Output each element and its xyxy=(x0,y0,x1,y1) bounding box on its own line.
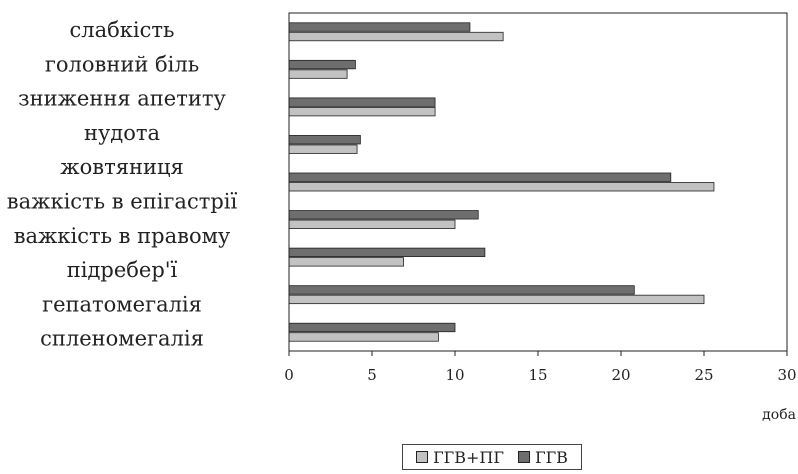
legend-swatch-series-1 xyxy=(416,451,429,463)
x-tick-label-7: 30 xyxy=(777,366,796,384)
x-tick-label-1: 0 xyxy=(284,366,294,384)
bar-ggv-pg-9 xyxy=(288,332,439,342)
bar-ggv-8 xyxy=(288,285,635,295)
bar-ggv-pg-3 xyxy=(288,106,436,117)
bar-ggv-4 xyxy=(288,135,361,145)
category-label-5: жовтяниця xyxy=(60,155,183,179)
bar-ggv-6 xyxy=(288,210,479,220)
bar-ggv-7 xyxy=(288,247,486,258)
bar-ggv-pg-8 xyxy=(288,294,705,305)
category-label-8: гепатомегалія xyxy=(42,292,202,316)
bar-ggv-pg-5 xyxy=(288,182,715,192)
legend-label-series-2: ГГВ xyxy=(534,447,568,467)
legend-swatch-series-2 xyxy=(517,451,530,463)
x-tick-label-6: 25 xyxy=(694,366,713,384)
bar-ggv-pg-6 xyxy=(288,219,456,229)
category-label-2: головний біль xyxy=(45,52,199,76)
bar-ggv-5 xyxy=(288,172,672,182)
bar-ggv-pg-4 xyxy=(288,144,358,154)
bar-ggv-pg-1 xyxy=(288,31,504,42)
x-tick-label-2: 5 xyxy=(367,366,377,384)
category-label-7-line-1: важкість в правому xyxy=(14,224,231,248)
x-ticks-group: 0 5 10 15 20 25 30 xyxy=(284,351,797,384)
x-axis-title: доба xyxy=(762,407,796,423)
category-labels: слабкість головний біль зниження апетиту ну… xyxy=(7,18,238,351)
x-tick-label-4: 15 xyxy=(528,366,547,384)
category-label-7-line-2: підребер'ї xyxy=(67,258,178,282)
category-label-6: важкість в епігастрії xyxy=(7,190,238,214)
bar-ggv-3 xyxy=(288,97,436,107)
category-label-3: зниження апетиту xyxy=(18,87,226,111)
legend-item-series-2: ГГВ xyxy=(517,447,568,467)
bars-group xyxy=(288,22,715,342)
bar-ggv-pg-7 xyxy=(288,257,404,267)
category-label-9: спленомегалія xyxy=(40,327,204,351)
bar-ggv-9 xyxy=(288,322,456,333)
category-label-4: нудота xyxy=(84,121,160,145)
bar-ggv-1 xyxy=(288,22,471,32)
x-tick-label-5: 20 xyxy=(611,366,630,384)
legend-label-series-1: ГГВ+ПГ xyxy=(433,447,504,467)
legend-item-series-1: ГГВ+ПГ xyxy=(416,448,504,467)
category-label-1: слабкість xyxy=(70,18,175,42)
x-tick-label-3: 10 xyxy=(445,366,464,384)
bar-ggv-pg-2 xyxy=(288,69,348,79)
bar-ggv-2 xyxy=(288,59,356,70)
legend: ГГВ+ПГ ГГВ xyxy=(402,444,582,470)
